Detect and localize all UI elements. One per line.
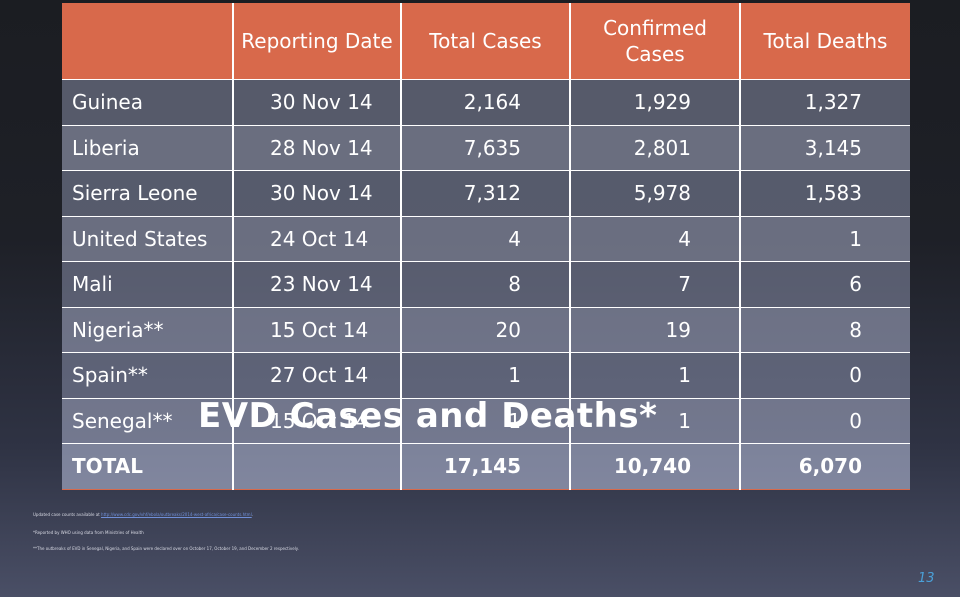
footnote-reported: *Reported by WHO using data from Ministr… xyxy=(33,530,144,535)
footnote-updated-suffix: . xyxy=(251,512,253,517)
reporting-date-cell: 24 Oct 14 xyxy=(233,215,402,262)
header-total-deaths: Total Deaths xyxy=(740,3,910,80)
country-cell: Nigeria** xyxy=(62,306,234,353)
total-cases-cell: 7,635 xyxy=(401,124,571,171)
table-header-row: Reporting Date Total Cases Confirmed Cas… xyxy=(62,3,910,80)
confirmed-cases-sum-cell: 10,740 xyxy=(570,443,741,490)
total-cases-sum-cell: 17,145 xyxy=(401,443,571,490)
total-deaths-cell: 8 xyxy=(740,306,910,353)
evd-cases-table: Reporting Date Total Cases Confirmed Cas… xyxy=(62,3,910,490)
reporting-date-cell: 27 Oct 14 xyxy=(233,352,402,398)
total-deaths-cell: 1 xyxy=(740,215,910,262)
total-cases-cell: 2,164 xyxy=(401,79,571,125)
country-cell: Liberia xyxy=(62,124,234,171)
reporting-date-cell: 15 Oct 14 xyxy=(233,397,402,444)
reporting-date-cell: 28 Nov 14 xyxy=(233,124,402,171)
country-cell: United States xyxy=(62,215,234,262)
slide-title: EVD Cases and Deaths* xyxy=(198,396,658,436)
confirmed-cases-cell: 5,978 xyxy=(570,170,741,216)
slide-number: 13 xyxy=(918,571,935,586)
confirmed-cases-cell: 7 xyxy=(570,261,741,307)
total-label-cell: TOTAL xyxy=(62,443,234,490)
total-cases-cell: 7,312 xyxy=(401,170,571,216)
footnote-outbreaks: **The outbreaks of EVD in Senegal, Niger… xyxy=(33,546,299,551)
table-row: Liberia 28 Nov 14 7,635 2,801 3,145 xyxy=(62,124,910,171)
reporting-date-cell: 30 Nov 14 xyxy=(233,170,402,216)
total-date-cell xyxy=(233,443,402,490)
total-deaths-cell: 1,583 xyxy=(740,170,910,216)
table-row: Spain** 27 Oct 14 1 1 0 xyxy=(62,352,910,398)
confirmed-cases-cell: 2,801 xyxy=(570,124,741,171)
total-deaths-cell: 1,327 xyxy=(740,79,910,125)
total-deaths-cell: 0 xyxy=(740,397,910,444)
total-deaths-cell: 0 xyxy=(740,352,910,398)
confirmed-cases-cell: 1,929 xyxy=(570,79,741,125)
confirmed-cases-cell: 19 xyxy=(570,306,741,353)
country-cell: Spain** xyxy=(62,352,234,398)
total-cases-cell: 4 xyxy=(401,215,571,262)
total-deaths-cell: 3,145 xyxy=(740,124,910,171)
total-deaths-sum-cell: 6,070 xyxy=(740,443,910,490)
table-total-row: TOTAL 17,145 10,740 6,070 xyxy=(62,443,910,490)
reporting-date-cell: 30 Nov 14 xyxy=(233,79,402,125)
header-confirmed-cases: Confirmed Cases xyxy=(570,3,741,80)
confirmed-cases-cell: 4 xyxy=(570,215,741,262)
total-deaths-cell: 6 xyxy=(740,261,910,307)
footnote-updated: Updated case counts available at http://… xyxy=(33,512,253,518)
country-cell: Guinea xyxy=(62,79,234,125)
country-cell: Senegal** xyxy=(62,397,234,444)
table-row: Guinea 30 Nov 14 2,164 1,929 1,327 xyxy=(62,79,910,125)
total-cases-cell: 8 xyxy=(401,261,571,307)
header-reporting-date: Reporting Date xyxy=(233,3,402,80)
country-cell: Mali xyxy=(62,261,234,307)
header-total-cases: Total Cases xyxy=(401,3,571,80)
table-row: Sierra Leone 30 Nov 14 7,312 5,978 1,583 xyxy=(62,170,910,216)
header-country xyxy=(62,3,234,80)
confirmed-cases-cell: 1 xyxy=(570,352,741,398)
table-row: Senegal** 15 Oct 14 1 1 0 xyxy=(62,397,910,444)
footnote-updated-prefix: Updated case counts available at xyxy=(33,512,100,517)
reporting-date-cell: 23 Nov 14 xyxy=(233,261,402,307)
reporting-date-cell: 15 Oct 14 xyxy=(233,306,402,353)
case-counts-link[interactable]: http://www.cdc.gov/vhf/ebola/outbreaks/2… xyxy=(101,512,252,517)
table-row: Mali 23 Nov 14 8 7 6 xyxy=(62,261,910,307)
total-cases-cell: 1 xyxy=(401,397,571,444)
table-row: Nigeria** 15 Oct 14 20 19 8 xyxy=(62,306,910,353)
total-cases-cell: 1 xyxy=(401,352,571,398)
country-cell: Sierra Leone xyxy=(62,170,234,216)
confirmed-cases-cell: 1 xyxy=(570,397,741,444)
table-row: United States 24 Oct 14 4 4 1 xyxy=(62,215,910,262)
total-cases-cell: 20 xyxy=(401,306,571,353)
